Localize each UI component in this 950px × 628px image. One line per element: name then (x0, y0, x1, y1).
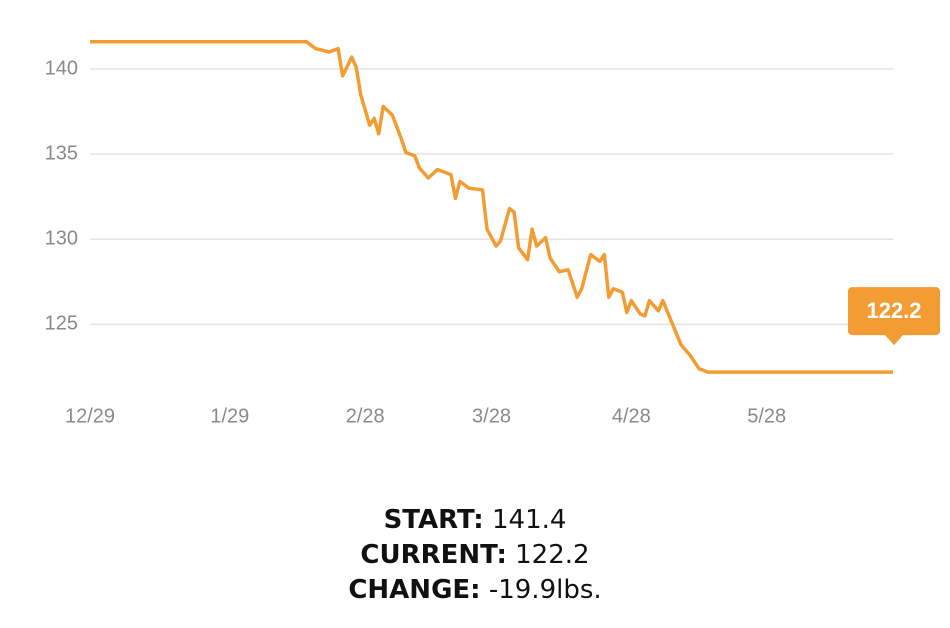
summary: START: 141.4 CURRENT: 122.2 CHANGE: -19.9l… (348, 505, 601, 605)
summary-value: 122.2 (515, 540, 589, 570)
value-label: 122.2 (866, 298, 921, 323)
x-tick-label: 12/29 (65, 405, 115, 427)
summary-value: 141.4 (492, 505, 566, 535)
summary-line: CURRENT: 122.2 (360, 540, 589, 570)
y-tick-label: 140 (45, 57, 78, 79)
x-tick-label: 3/28 (472, 405, 511, 427)
y-tick-label: 135 (45, 142, 78, 164)
summary-key: CURRENT: (360, 540, 506, 570)
summary-value: -19.9lbs. (489, 575, 602, 605)
line (90, 40, 893, 374)
y-tick-label: 125 (45, 313, 78, 335)
x-tick-label: 4/28 (612, 405, 651, 427)
summary-key: START: (384, 505, 484, 535)
x-tick-label: 5/28 (747, 405, 786, 427)
x-tick-label: 1/29 (210, 405, 249, 427)
value-callout: 122.2 (848, 287, 940, 346)
summary-key: CHANGE: (348, 575, 480, 605)
callout-box (848, 287, 940, 346)
summary-line: CHANGE: -19.9lbs. (348, 575, 601, 605)
x-tick-label: 2/28 (346, 405, 385, 427)
summary-line: START: 141.4 (384, 505, 567, 535)
y-tick-label: 130 (45, 228, 78, 250)
